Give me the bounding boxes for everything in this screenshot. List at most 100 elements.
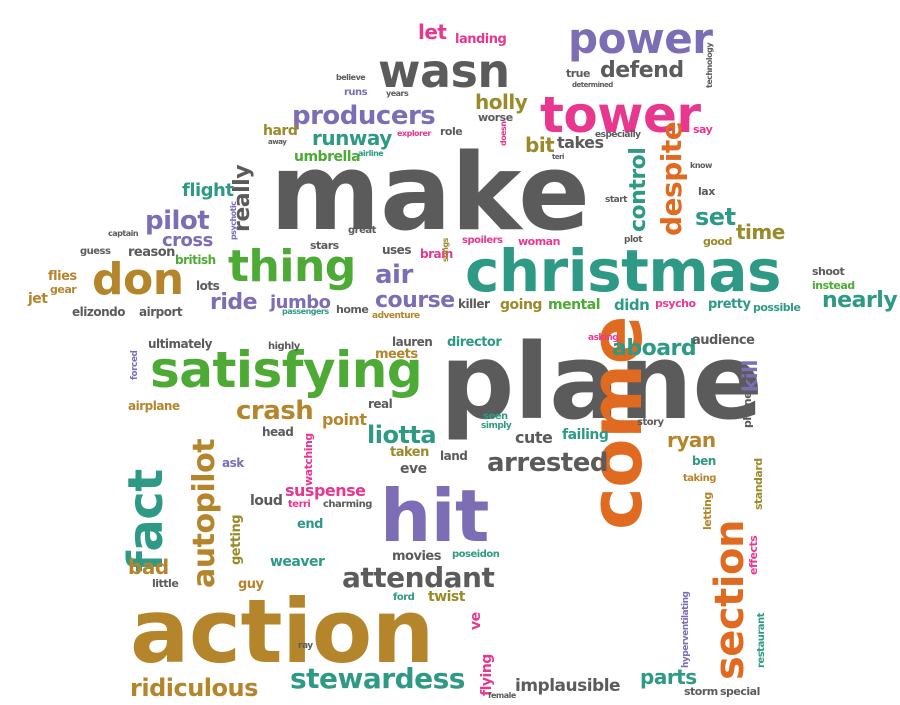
word: know	[690, 161, 712, 170]
word: believe	[336, 73, 366, 82]
word: point	[322, 410, 367, 429]
word: hard	[263, 123, 298, 139]
word: getting	[229, 514, 244, 565]
word: instead	[812, 279, 855, 292]
word: ray	[298, 641, 313, 651]
word: attendant	[342, 561, 495, 594]
word: don	[92, 254, 184, 305]
word: poseidon	[452, 549, 500, 560]
word: teri	[552, 153, 564, 161]
word: section	[707, 520, 753, 680]
word: simply	[481, 421, 512, 431]
word: good	[703, 235, 732, 248]
word: especially	[595, 130, 641, 140]
word: course	[375, 288, 455, 313]
word: make	[270, 131, 590, 254]
word: autopilot	[187, 438, 222, 588]
word: control	[626, 147, 651, 232]
word: jumbo	[270, 292, 331, 313]
word: asking	[588, 333, 619, 343]
word: psycho	[655, 297, 696, 310]
word: elizondo	[72, 305, 125, 319]
word: start	[605, 195, 627, 205]
word: little	[152, 577, 179, 590]
word: away	[268, 138, 287, 146]
word: british	[175, 253, 216, 267]
word: stewardess	[290, 662, 465, 695]
word: ultimately	[148, 337, 212, 351]
word: doesn	[499, 121, 508, 146]
word: set	[695, 203, 736, 231]
word: weaver	[270, 554, 325, 570]
word: land	[440, 449, 468, 463]
word: runs	[344, 87, 368, 98]
word: watching	[302, 433, 315, 486]
word: time	[736, 220, 785, 244]
word: ben	[692, 454, 716, 468]
word: arrested	[487, 448, 608, 478]
word: twist	[428, 589, 465, 605]
word: years	[386, 89, 409, 98]
word: songs	[441, 238, 450, 262]
word: crash	[236, 396, 314, 426]
word: airline	[358, 149, 384, 158]
word: guess	[80, 246, 111, 257]
word: ford	[393, 592, 415, 603]
word: possible	[753, 301, 801, 314]
word: say	[693, 123, 713, 136]
word: kill	[738, 360, 762, 392]
word: plane	[440, 321, 763, 443]
word: uses	[382, 243, 411, 257]
word: highly	[268, 341, 300, 352]
word: taking	[683, 473, 716, 484]
word: failing	[562, 427, 609, 443]
word: head	[262, 425, 294, 439]
word: real	[368, 397, 393, 411]
word: taken	[390, 445, 429, 460]
word: story	[637, 417, 664, 428]
word: effects	[747, 535, 760, 575]
word: adventure	[372, 311, 420, 321]
word: lots	[196, 279, 220, 293]
word: restaurant	[756, 613, 767, 668]
word: going	[500, 297, 542, 313]
word: holly	[475, 90, 528, 114]
word: reason	[128, 245, 175, 260]
word: psychotic	[229, 201, 238, 240]
word: shoot	[812, 265, 845, 278]
word: ve	[468, 612, 484, 630]
word: implausible	[515, 676, 621, 696]
word: forced	[130, 350, 140, 380]
word: movies	[392, 549, 441, 564]
word: director	[447, 335, 502, 350]
word: tower	[540, 86, 701, 144]
word: mental	[548, 297, 601, 313]
word: plot	[624, 235, 643, 245]
word: ridiculous	[130, 674, 258, 702]
word: killer	[458, 297, 490, 311]
word: true	[566, 67, 590, 80]
word: storm	[684, 685, 718, 698]
word: action	[130, 580, 434, 683]
word: lauren	[392, 335, 433, 349]
word: power	[568, 14, 713, 63]
word: special	[720, 685, 760, 698]
word: ryan	[667, 428, 716, 452]
word: technology	[705, 42, 714, 88]
word: phone	[741, 391, 754, 428]
word: airplane	[128, 399, 180, 413]
word: suspense	[285, 481, 366, 500]
word: flight	[182, 180, 234, 201]
word: umbrella	[294, 149, 361, 165]
word: parts	[640, 665, 697, 689]
word: didn	[614, 296, 650, 314]
word: pretty	[708, 297, 751, 312]
word: landing	[455, 32, 507, 47]
word: satisfying	[150, 341, 423, 399]
word: lax	[698, 185, 715, 198]
word: role	[440, 125, 463, 138]
word: despite	[655, 121, 688, 236]
word: air	[375, 260, 413, 290]
word: christmas	[465, 237, 782, 305]
